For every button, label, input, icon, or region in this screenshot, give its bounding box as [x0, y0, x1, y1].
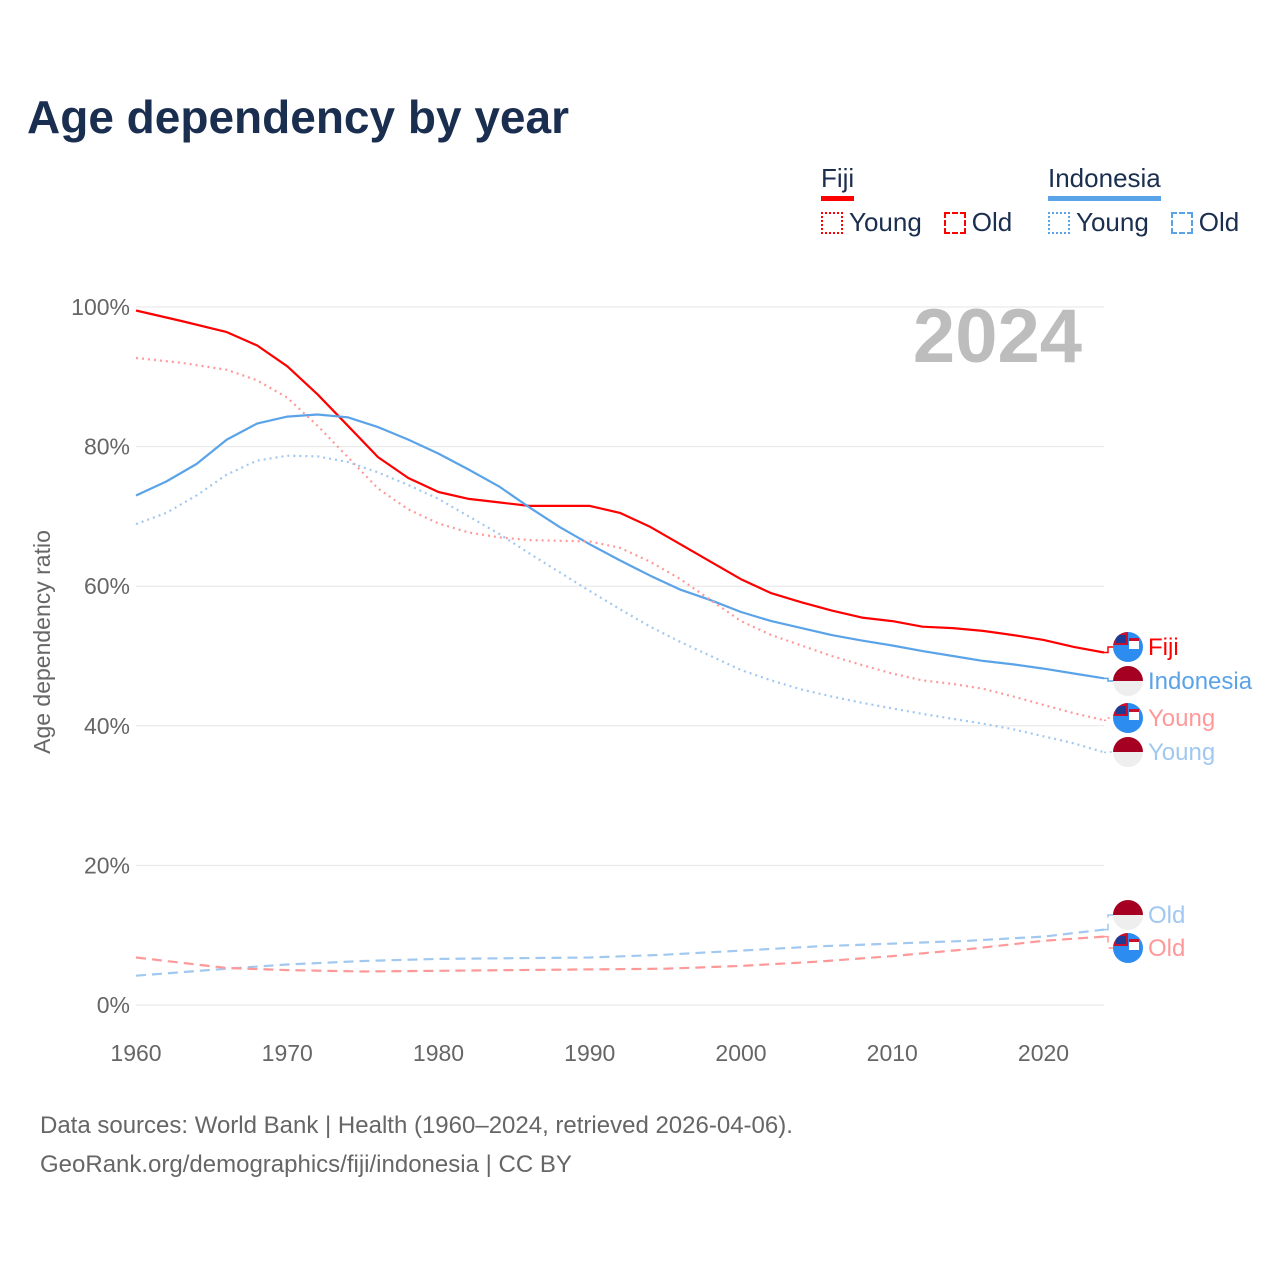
year-watermark: 2024	[913, 294, 1082, 379]
y-tick-label: 60%	[84, 573, 130, 599]
dotted-swatch-icon	[1048, 211, 1070, 234]
legend-fiji-old: Old	[971, 207, 1013, 237]
y-tick-label: 40%	[84, 713, 130, 739]
indonesia-flag-icon	[1113, 737, 1143, 767]
indonesia-flag-icon	[1113, 666, 1143, 696]
legend-indonesia: Indonesia Young Old	[1048, 163, 1255, 238]
series-line-fiji-young	[135, 356, 1105, 722]
label-connector	[1104, 646, 1114, 654]
fiji-flag-icon	[1113, 632, 1143, 662]
label-connector	[1104, 914, 1114, 931]
legend-indonesia-old: Old	[1198, 207, 1240, 237]
label-connector	[1104, 717, 1114, 721]
series-line-indonesia-old	[135, 928, 1105, 977]
end-label: Fiji	[1148, 634, 1179, 661]
y-tick-label: 100%	[71, 294, 130, 320]
legend-indonesia-young: Young	[1076, 207, 1149, 237]
end-label: Old	[1148, 935, 1185, 962]
x-tick-label: 2010	[867, 1040, 918, 1066]
dashed-swatch-icon	[943, 211, 966, 234]
source-note: Data sources: World Bank | Health (1960–…	[40, 1106, 793, 1184]
source-line-2[interactable]: GeoRank.org/demographics/fiji/indonesia …	[40, 1151, 572, 1178]
y-tick-label: 20%	[84, 852, 130, 878]
x-tick-label: 2020	[1018, 1040, 1069, 1066]
chart-title: Age dependency by year	[27, 91, 569, 143]
label-connector	[1104, 677, 1114, 682]
x-tick-label: 1980	[413, 1040, 464, 1066]
dotted-swatch-icon	[821, 211, 843, 234]
dashed-swatch-icon	[1170, 211, 1193, 234]
x-tick-label: 1990	[564, 1040, 615, 1066]
y-tick-label: 80%	[84, 434, 130, 460]
series-line-fiji-old	[135, 935, 1105, 973]
y-tick-label: 0%	[97, 992, 130, 1018]
end-label: Old	[1148, 902, 1185, 929]
x-tick-label: 1960	[110, 1040, 161, 1066]
legend-fiji: Fiji Young Old	[821, 163, 1028, 238]
series-line-fiji	[135, 309, 1105, 654]
source-line-1: Data sources: World Bank | Health (1960–…	[40, 1112, 793, 1139]
x-tick-label: 2000	[715, 1040, 766, 1066]
series-line-indonesia-young	[135, 454, 1105, 754]
fiji-flag-icon	[1113, 703, 1143, 733]
end-label: Young	[1148, 739, 1215, 766]
legend-indonesia-label: Indonesia	[1048, 163, 1161, 201]
fiji-flag-icon	[1113, 933, 1143, 963]
x-tick-label: 1970	[262, 1040, 313, 1066]
label-connector	[1104, 935, 1114, 949]
indonesia-flag-icon	[1113, 900, 1143, 930]
legend-fiji-young: Young	[849, 207, 922, 237]
legend-fiji-label: Fiji	[821, 163, 855, 201]
end-label: Young	[1148, 705, 1215, 732]
end-label: Indonesia	[1148, 668, 1253, 695]
y-axis-label: Age dependency ratio	[29, 530, 55, 754]
series-line-indonesia	[135, 413, 1105, 680]
